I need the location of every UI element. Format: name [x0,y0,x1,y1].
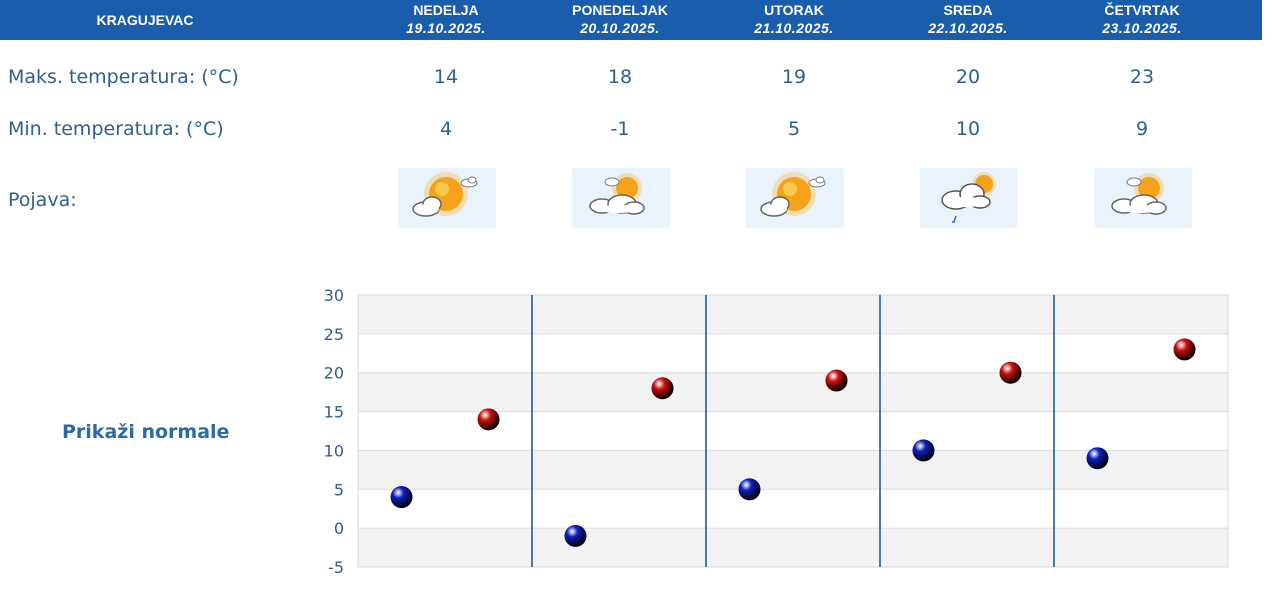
day-name: UTORAK [764,2,824,18]
forecast-header: KRAGUJEVAC NEDELJA 19.10.2025. PONEDELJA… [0,0,1262,40]
min-temp-value: 9 [1135,118,1149,140]
day-date: 21.10.2025. [754,20,834,36]
y-tick-label: 25 [324,325,344,344]
max-temp-marker [651,377,674,400]
day-name: SREDA [943,2,993,18]
y-tick-label: 20 [324,364,344,383]
grid-band [358,295,1228,334]
y-tick-label: -5 [328,558,344,577]
min-temp-marker [1086,447,1109,470]
min-temp-value: 10 [955,118,981,140]
min-temp-value: 5 [787,118,801,140]
min-temp-marker [912,439,935,462]
y-tick-label: 0 [334,519,344,538]
day-date: 20.10.2025. [580,20,660,36]
day-date: 22.10.2025. [928,20,1008,36]
temperature-chart: 30 25 20 15 10 5 0 -5 [324,286,1229,577]
min-temp-value: 4 [439,118,453,140]
grid-band [358,372,1228,412]
day-column-header: ČETVRTAK 23.10.2025. [1062,1,1222,37]
day-name: PONEDELJAK [572,2,668,18]
sun-cloud-icon [746,168,844,228]
min-temp-marker [738,478,761,501]
day-column-header: UTORAK 21.10.2025. [714,1,874,37]
max-temp-value: 19 [781,66,807,88]
max-temp-value: 20 [955,66,981,88]
min-temp-marker [390,486,413,509]
max-temp-value: 23 [1129,66,1155,88]
y-tick-label: 15 [324,403,344,422]
max-temp-marker [1173,338,1196,361]
min-temp-value: -1 [610,118,630,140]
day-column-header: PONEDELJAK 20.10.2025. [540,1,700,37]
day-date: 19.10.2025. [406,20,486,36]
cloud-sun-icon [572,168,670,228]
show-normals-link[interactable]: Prikaži normale [62,421,230,443]
y-tick-label: 30 [324,286,344,305]
sun-cloud-icon [398,168,496,228]
max-temp-marker [477,408,500,431]
day-name: NEDELJA [413,2,479,18]
day-column-header: NEDELJA 19.10.2025. [366,1,526,37]
y-tick-label: 5 [334,480,344,499]
cloud-sun-icon [1094,168,1192,228]
cloud-rain-icon [920,168,1018,228]
min-temp-marker [564,524,587,547]
max-temp-marker [999,361,1022,384]
plot-frame [357,294,1229,568]
max-temp-value: 18 [607,66,633,88]
grid-band [358,450,1228,490]
y-tick-label: 10 [324,441,344,460]
max-temp-label: Maks. temperatura: (°C) [8,66,239,88]
grid-band [358,528,1228,567]
day-name: ČETVRTAK [1104,2,1180,18]
min-temp-label: Min. temperatura: (°C) [8,118,224,140]
day-date: 23.10.2025. [1102,20,1182,36]
city-name: KRAGUJEVAC [96,12,194,28]
max-temp-value: 14 [433,66,459,88]
phenomenon-label: Pojava: [8,189,77,211]
max-temp-marker [825,369,848,392]
day-column-header: SREDA 22.10.2025. [888,1,1048,37]
